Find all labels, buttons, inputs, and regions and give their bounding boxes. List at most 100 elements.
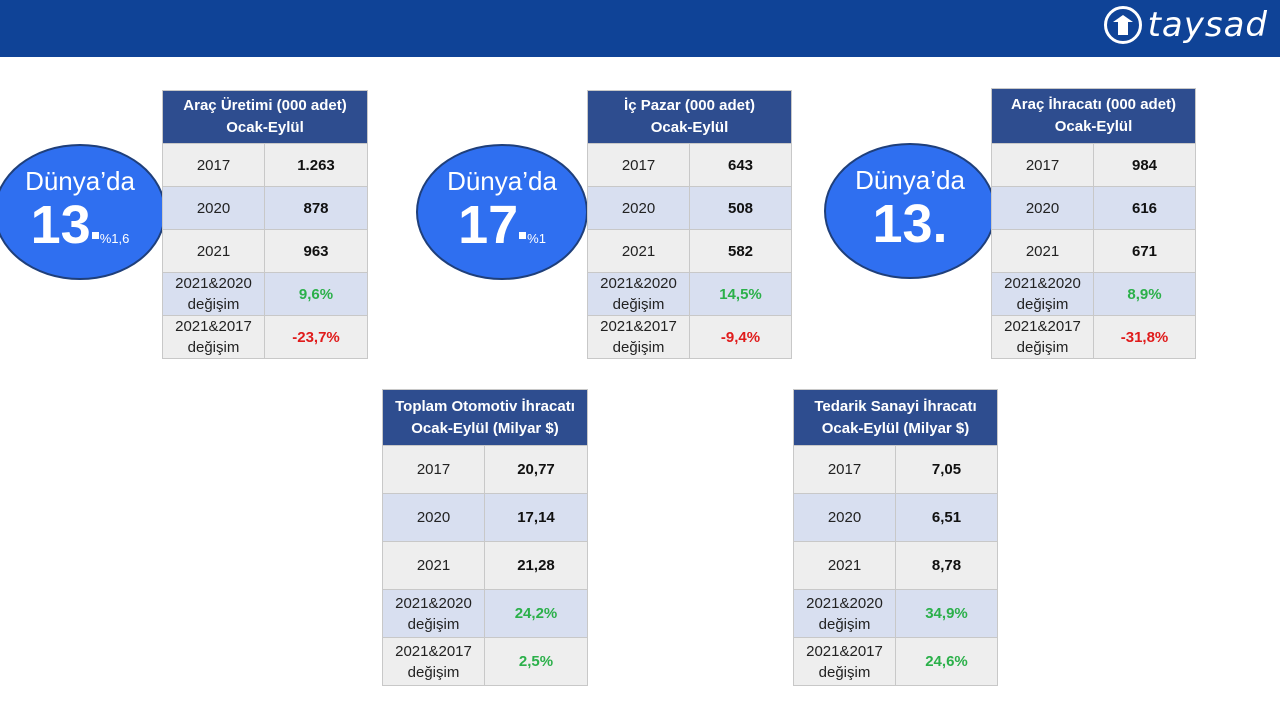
change-value-cell: 9,6% xyxy=(264,272,368,316)
change-label-cell: 2021&2017 değişim xyxy=(793,637,896,686)
change-label-cell: 2021&2017 değişim xyxy=(991,315,1094,359)
change-label: 2021&2020 xyxy=(806,594,883,612)
year-cell: 2021 xyxy=(793,541,896,590)
value-cell: 1.263 xyxy=(264,143,368,187)
table-row: 2021&2020 değişim 24,2% xyxy=(382,589,588,638)
value-cell: 8,78 xyxy=(895,541,998,590)
year-cell: 2017 xyxy=(991,143,1094,187)
change-label-cell: 2021&2020 değişim xyxy=(382,589,485,638)
table-title: Tedarik Sanayi İhracatı xyxy=(814,397,977,415)
table-title: Toplam Otomotiv İhracatı xyxy=(395,397,575,415)
change-label-cell: 2021&2020 değişim xyxy=(587,272,690,316)
table-row: 2021 582 xyxy=(587,229,792,273)
year-cell: 2017 xyxy=(793,445,896,494)
change-value-cell: -31,8% xyxy=(1093,315,1196,359)
value-cell: 582 xyxy=(689,229,792,273)
table-row: 2020 878 xyxy=(162,186,368,230)
year-cell: 2021 xyxy=(991,229,1094,273)
bubble-label: Dünya’da xyxy=(25,166,135,196)
dot-icon xyxy=(91,232,99,239)
change-label: 2021&2017 xyxy=(1004,318,1081,335)
rank-value: 17 xyxy=(458,195,519,255)
change-label: değişim xyxy=(1016,296,1069,313)
year-cell: 2020 xyxy=(991,186,1094,230)
table-row: 2021&2017 değişim -9,4% xyxy=(587,315,792,359)
value-cell: 6,51 xyxy=(895,493,998,542)
table-header: Araç Üretimi (000 adet) Ocak-Eylül xyxy=(162,90,368,144)
year-cell: 2021 xyxy=(587,229,690,273)
table-vehicle-production: Araç Üretimi (000 adet) Ocak-Eylül 2017 1.… xyxy=(162,90,368,359)
year-cell: 2020 xyxy=(587,186,690,230)
table-supplier-industry-export: Tedarik Sanayi İhracatı Ocak-Eylül (Milya… xyxy=(793,389,998,686)
change-label: 2021&2017 xyxy=(175,318,252,335)
value-cell: 508 xyxy=(689,186,792,230)
year-cell: 2020 xyxy=(382,493,485,542)
year-cell: 2017 xyxy=(382,445,485,494)
table-subtitle: Ocak-Eylül xyxy=(1054,118,1133,135)
table-title: Araç İhracatı (000 adet) xyxy=(1010,96,1177,113)
table-row: 2021 671 xyxy=(991,229,1196,273)
table-title: Araç Üretimi (000 adet) xyxy=(183,97,347,114)
table-row: 2021&2017 değişim 2,5% xyxy=(382,637,588,686)
world-rank-bubble-export: Dünya’da 13. xyxy=(824,143,996,279)
year-cell: 2021 xyxy=(162,229,265,273)
bubble-label: Dünya’da xyxy=(855,165,965,195)
table-row: 2020 508 xyxy=(587,186,792,230)
change-value-cell: 8,9% xyxy=(1093,272,1196,316)
bubble-rank: 17 %1 xyxy=(418,198,586,252)
value-cell: 671 xyxy=(1093,229,1196,273)
change-label: değişim xyxy=(612,296,665,313)
value-cell: 878 xyxy=(264,186,368,230)
table-row: 2021 21,28 xyxy=(382,541,588,590)
logo-emblem-icon xyxy=(1103,6,1142,44)
change-value-cell: 34,9% xyxy=(895,589,998,638)
change-label-cell: 2021&2020 değişim xyxy=(991,272,1094,316)
change-label: 2021&2017 xyxy=(806,642,883,660)
change-label: değişim xyxy=(407,663,460,681)
share-value: %1,6 xyxy=(99,231,130,246)
change-value-cell: 24,6% xyxy=(895,637,998,686)
change-label: değişim xyxy=(612,339,665,356)
table-row: 2017 1.263 xyxy=(162,143,368,187)
table-header: Tedarik Sanayi İhracatı Ocak-Eylül (Milya… xyxy=(793,389,998,446)
change-label-cell: 2021&2020 değişim xyxy=(793,589,896,638)
change-label-cell: 2021&2017 değişim xyxy=(162,315,265,359)
taysad-logo: taysad xyxy=(1103,3,1268,47)
table-domestic-market: İç Pazar (000 adet) Ocak-Eylül 2017 643 20… xyxy=(587,90,792,359)
table-row: 2021 963 xyxy=(162,229,368,273)
logo-text: taysad xyxy=(1147,5,1268,45)
value-cell: 616 xyxy=(1093,186,1196,230)
year-cell: 2017 xyxy=(587,143,690,187)
value-cell: 20,77 xyxy=(484,445,588,494)
change-label: 2021&2020 xyxy=(1004,275,1081,292)
change-label: 2021&2017 xyxy=(395,642,472,660)
table-total-automotive-export: Toplam Otomotiv İhracatı Ocak-Eylül (Mily… xyxy=(382,389,588,686)
table-row: 2021&2017 değişim -23,7% xyxy=(162,315,368,359)
change-label: değişim xyxy=(818,615,871,633)
change-value-cell: -9,4% xyxy=(689,315,792,359)
table-subtitle: Ocak-Eylül (Milyar $) xyxy=(411,419,559,437)
bubble-rank: 13. xyxy=(872,194,948,254)
change-value-cell: -23,7% xyxy=(264,315,368,359)
table-row: 2020 616 xyxy=(991,186,1196,230)
table-subtitle: Ocak-Eylül xyxy=(650,119,729,136)
table-header: Araç İhracatı (000 adet) Ocak-Eylül xyxy=(991,88,1196,144)
value-cell: 643 xyxy=(689,143,792,187)
table-row: 2021 8,78 xyxy=(793,541,998,590)
change-label: değişim xyxy=(818,663,871,681)
value-cell: 21,28 xyxy=(484,541,588,590)
change-label: değişim xyxy=(187,296,240,313)
table-row: 2017 7,05 xyxy=(793,445,998,494)
table-subtitle: Ocak-Eylül (Milyar $) xyxy=(821,419,970,437)
table-row: 2020 6,51 xyxy=(793,493,998,542)
year-cell: 2020 xyxy=(793,493,896,542)
change-label: değişim xyxy=(187,339,240,356)
change-label: değişim xyxy=(1016,339,1069,356)
change-label-cell: 2021&2020 değişim xyxy=(162,272,265,316)
change-value-cell: 24,2% xyxy=(484,589,588,638)
table-row: 2020 17,14 xyxy=(382,493,588,542)
value-cell: 963 xyxy=(264,229,368,273)
value-cell: 984 xyxy=(1093,143,1196,187)
table-row: 2021&2020 değişim 14,5% xyxy=(587,272,792,316)
year-cell: 2020 xyxy=(162,186,265,230)
